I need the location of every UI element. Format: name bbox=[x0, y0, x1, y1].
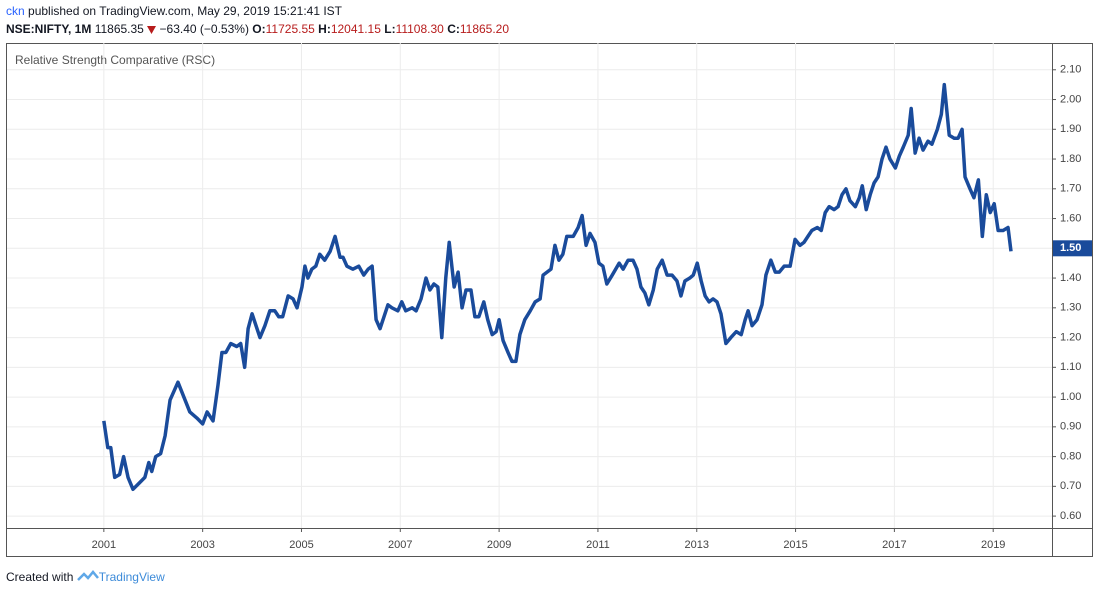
high: 12041.15 bbox=[330, 22, 381, 36]
close: 11865.20 bbox=[459, 22, 510, 36]
last-value-badge bbox=[1053, 240, 1092, 257]
y-tick-label: 1.00 bbox=[1060, 391, 1081, 403]
header-line: ckn published on TradingView.com, May 29… bbox=[6, 4, 342, 18]
series-line bbox=[102, 82, 1013, 492]
x-tick-label: 2017 bbox=[882, 539, 906, 551]
x-tick-label: 2013 bbox=[685, 539, 709, 551]
last-value-label: 1.50 bbox=[1060, 242, 1081, 254]
footer: Created with TradingView bbox=[6, 569, 165, 584]
y-tick-label: 1.80 bbox=[1060, 153, 1081, 165]
high-label: H: bbox=[318, 22, 331, 36]
x-tick-label: 2005 bbox=[289, 539, 313, 551]
chart: Relative Strength Comparative (RSC) 0.60… bbox=[6, 43, 1093, 557]
y-tick-label: 0.90 bbox=[1060, 421, 1081, 433]
low: 11108.30 bbox=[395, 22, 444, 36]
symbol: NSE:NIFTY, 1M bbox=[6, 22, 92, 36]
created-with: Created with bbox=[6, 570, 74, 584]
y-tick-label: 2.00 bbox=[1060, 93, 1081, 105]
x-tick-label: 2019 bbox=[981, 539, 1005, 551]
chart-frame bbox=[6, 43, 1093, 557]
open-label: O: bbox=[252, 22, 266, 36]
author[interactable]: ckn bbox=[6, 4, 25, 18]
change: −63.40 (−0.53%) bbox=[159, 22, 249, 36]
series-label: Relative Strength Comparative (RSC) bbox=[15, 53, 215, 67]
x-tick-label: 2003 bbox=[190, 539, 214, 551]
price: 11865.35 bbox=[94, 22, 144, 36]
x-tick-label: 2007 bbox=[388, 539, 412, 551]
y-tick-label: 1.10 bbox=[1060, 361, 1081, 373]
y-tick-label: 1.20 bbox=[1060, 331, 1081, 343]
low-label: L: bbox=[384, 22, 396, 36]
x-tick-label: 2015 bbox=[783, 539, 807, 551]
y-tick-label: 1.40 bbox=[1060, 272, 1081, 284]
y-tick-label: 0.60 bbox=[1060, 510, 1081, 522]
x-tick-label: 2011 bbox=[586, 539, 610, 551]
x-tick-label: 2009 bbox=[487, 539, 511, 551]
down-arrow bbox=[147, 26, 157, 34]
y-tick-label: 1.30 bbox=[1060, 302, 1081, 314]
y-tick-label: 2.10 bbox=[1060, 64, 1081, 76]
y-tick-label: 1.60 bbox=[1060, 212, 1081, 224]
y-tick-label: 0.70 bbox=[1060, 480, 1081, 492]
brand[interactable]: TradingView bbox=[98, 570, 165, 584]
y-tick-label: 1.70 bbox=[1060, 183, 1081, 195]
y-tick-label: 0.80 bbox=[1060, 450, 1081, 462]
x-tick-label: 2001 bbox=[92, 539, 116, 551]
logo bbox=[76, 570, 99, 581]
open: 11725.55 bbox=[265, 22, 315, 36]
published: published on TradingView.com, May 29, 20… bbox=[28, 4, 343, 18]
close-label: C: bbox=[447, 22, 460, 36]
y-tick-label: 1.90 bbox=[1060, 123, 1081, 135]
symbol-line: NSE:NIFTY, 1M 11865.35 −63.40 (−0.53%) O… bbox=[6, 22, 509, 36]
